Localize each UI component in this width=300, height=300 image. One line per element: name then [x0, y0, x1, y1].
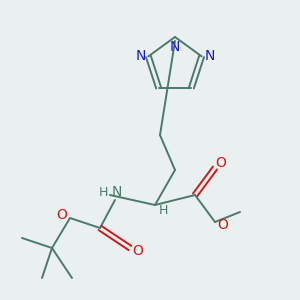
Text: N: N — [204, 49, 215, 63]
Text: N: N — [135, 49, 146, 63]
Text: O: O — [218, 218, 228, 232]
Text: O: O — [57, 208, 68, 222]
Text: H: H — [158, 205, 168, 218]
Text: N: N — [170, 40, 180, 54]
Text: N: N — [112, 185, 122, 199]
Text: O: O — [216, 156, 226, 170]
Text: H: H — [99, 185, 108, 199]
Text: O: O — [133, 244, 143, 258]
